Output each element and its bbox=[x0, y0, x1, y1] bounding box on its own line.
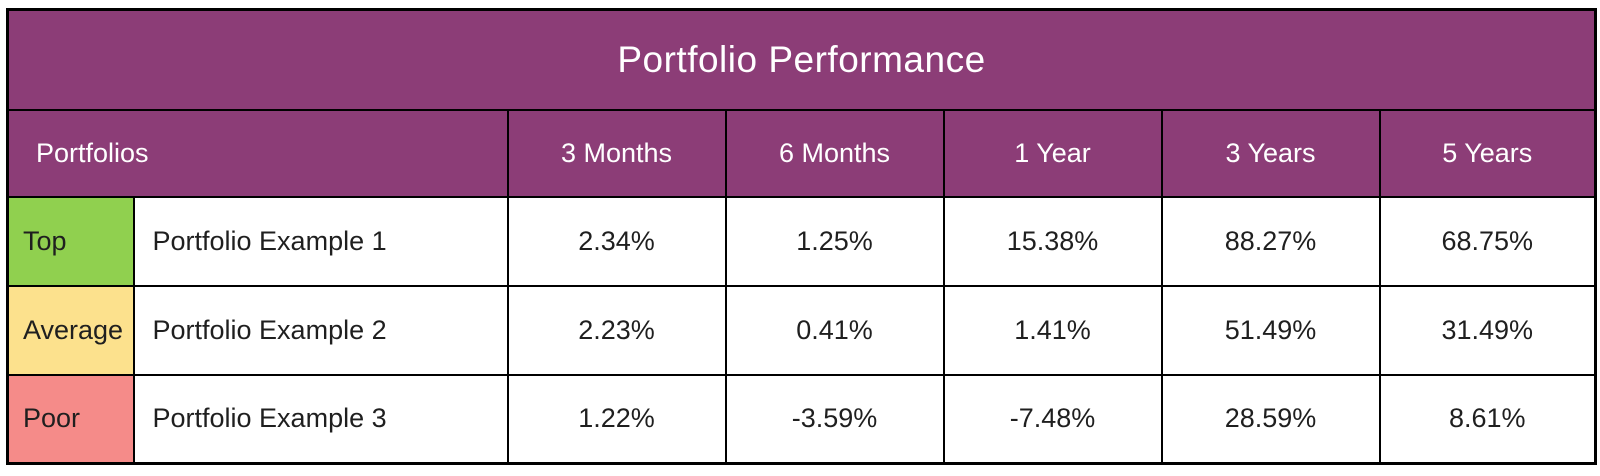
value-5-years: 8.61% bbox=[1378, 373, 1597, 465]
value-3-years: 88.27% bbox=[1160, 195, 1381, 287]
portfolio-name: Portfolio Example 2 bbox=[132, 284, 509, 376]
value-3-months: 1.22% bbox=[506, 373, 727, 465]
table-row: Average Portfolio Example 2 2.23% 0.41% … bbox=[6, 284, 1597, 376]
table-row: Top Portfolio Example 1 2.34% 1.25% 15.3… bbox=[6, 195, 1597, 287]
title-row: Portfolio Performance bbox=[6, 8, 1597, 111]
rating-badge-top: Top bbox=[6, 195, 135, 287]
value-3-months: 2.34% bbox=[506, 195, 727, 287]
column-header-5-years: 5 Years bbox=[1378, 108, 1597, 198]
value-1-year: -7.48% bbox=[942, 373, 1163, 465]
column-header-row: Portfolios 3 Months 6 Months 1 Year 3 Ye… bbox=[6, 108, 1597, 198]
column-header-3-years: 3 Years bbox=[1160, 108, 1381, 198]
value-1-year: 1.41% bbox=[942, 284, 1163, 376]
value-6-months: -3.59% bbox=[724, 373, 945, 465]
portfolio-name: Portfolio Example 1 bbox=[132, 195, 509, 287]
column-header-6-months: 6 Months bbox=[724, 108, 945, 198]
column-header-portfolios: Portfolios bbox=[6, 108, 509, 198]
column-header-1-year: 1 Year bbox=[942, 108, 1163, 198]
column-header-3-months: 3 Months bbox=[506, 108, 727, 198]
value-1-year: 15.38% bbox=[942, 195, 1163, 287]
rating-badge-average: Average bbox=[6, 284, 135, 376]
table-row: Poor Portfolio Example 3 1.22% -3.59% -7… bbox=[6, 373, 1597, 465]
table-title: Portfolio Performance bbox=[6, 8, 1597, 111]
portfolio-performance-table: Portfolio Performance Portfolios 3 Month… bbox=[6, 8, 1598, 465]
rating-badge-poor: Poor bbox=[6, 373, 135, 465]
value-6-months: 1.25% bbox=[724, 195, 945, 287]
value-6-months: 0.41% bbox=[724, 284, 945, 376]
value-3-years: 51.49% bbox=[1160, 284, 1381, 376]
portfolio-name: Portfolio Example 3 bbox=[132, 373, 509, 465]
value-3-months: 2.23% bbox=[506, 284, 727, 376]
value-5-years: 68.75% bbox=[1378, 195, 1597, 287]
value-3-years: 28.59% bbox=[1160, 373, 1381, 465]
value-5-years: 31.49% bbox=[1378, 284, 1597, 376]
